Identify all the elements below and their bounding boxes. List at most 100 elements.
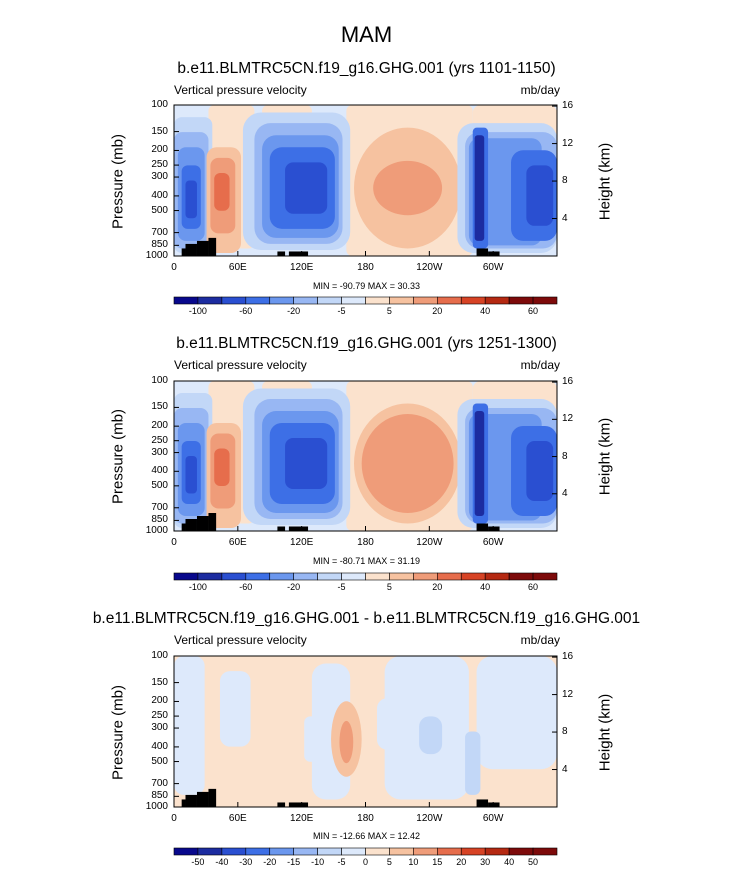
height-tick-label: 8: [562, 450, 568, 462]
topography-block: [196, 240, 209, 256]
colorbar-label: 40: [480, 582, 491, 592]
colorbar-label: -5: [337, 306, 346, 316]
colorbar-label: -5: [337, 582, 346, 592]
colorbar-label: 10: [408, 857, 419, 867]
topography-block: [208, 237, 217, 256]
colorbar-box: [508, 296, 534, 305]
colorbar-box: [437, 847, 462, 856]
colorbar-label: 15: [432, 857, 443, 867]
colorbar-box: [484, 296, 510, 305]
x-tick-label: 60W: [482, 537, 504, 548]
colorbar-label: 5: [386, 857, 392, 867]
colorbar-box: [221, 572, 247, 581]
colorbar-label: 0: [362, 857, 368, 867]
pressure-tick-label: 700: [151, 226, 168, 238]
pressure-tick-label: 200: [151, 695, 168, 707]
colorbar-box: [293, 296, 318, 305]
colorbar-box: [365, 572, 390, 581]
x-tick-label: 180: [357, 537, 374, 548]
contour-region-pos: [339, 720, 354, 764]
colorbar-box: [341, 847, 366, 856]
colorbar-label: -10: [311, 857, 325, 867]
colorbar-box: [532, 296, 558, 305]
colorbar-box: [221, 847, 247, 856]
height-tick-label: 4: [562, 487, 568, 499]
colorbar-label: -60: [239, 582, 253, 592]
colorbar-box: [508, 847, 534, 856]
colorbar-label: 5: [386, 306, 392, 316]
topography-block: [288, 802, 309, 807]
colorbar-box: [269, 296, 294, 305]
contour-region-pos: [361, 414, 454, 513]
pressure-tick-label: 150: [151, 676, 168, 688]
colorbar-label: -20: [287, 306, 301, 316]
contour-region-neg: [526, 165, 554, 226]
topography-block: [181, 248, 186, 256]
colorbar-box: [365, 847, 390, 856]
x-tick-label: 0: [171, 262, 177, 273]
min-max-label: MIN = -90.79 MAX = 30.33: [312, 281, 421, 291]
colorbar-label: 5: [386, 582, 392, 592]
contour-region-neg: [476, 656, 557, 770]
x-tick-label: 60W: [482, 813, 504, 824]
colorbar-box: [484, 572, 510, 581]
pressure-tick-label: 850: [151, 239, 168, 251]
colorbar-box: [532, 572, 558, 581]
colorbar-box: [389, 847, 414, 856]
topography-block: [277, 526, 286, 531]
colorbar-box: [317, 847, 342, 856]
colorbar-label: -20: [287, 582, 301, 592]
colorbar-label: 20: [432, 306, 443, 316]
topography-block: [196, 516, 209, 531]
pressure-tick-label: 100: [151, 99, 168, 110]
figure-title: MAM: [340, 22, 393, 47]
pressure-tick-label: 150: [151, 401, 168, 413]
colorbar-label: -100: [188, 306, 207, 316]
x-tick-label: 60E: [228, 537, 247, 548]
x-tick-label: 180: [357, 262, 374, 273]
topography-block: [488, 802, 500, 807]
left-string: Vertical pressure velocity: [174, 358, 307, 372]
pressure-tick-label: 400: [151, 465, 168, 477]
pressure-tick-label: 250: [151, 434, 168, 446]
colorbar-box: [437, 572, 462, 581]
colorbar-label: 60: [528, 306, 539, 316]
colorbar-box: [197, 296, 223, 305]
colorbar-box: [508, 572, 534, 581]
colorbar-box: [437, 296, 462, 305]
units-label: mb/day: [520, 358, 560, 372]
topography-block: [476, 523, 489, 531]
contour-region-neg: [304, 716, 320, 762]
colorbar-label: -100: [188, 582, 207, 592]
colorbar-label: 60: [528, 582, 539, 592]
pressure-tick-label: 1000: [145, 525, 168, 536]
topography-block: [476, 248, 489, 256]
contour-region-neg: [465, 731, 481, 795]
pressure-tick-label: 300: [151, 171, 168, 183]
height-tick-label: 16: [562, 651, 574, 663]
topography-block: [288, 526, 309, 531]
pressure-tick-label: 200: [151, 144, 168, 156]
topography-block: [208, 513, 217, 531]
colorbar-label: -30: [239, 857, 253, 867]
height-tick-label: 16: [562, 376, 574, 388]
pressure-tick-label: 300: [151, 446, 168, 458]
topography-block: [288, 251, 309, 256]
colorbar-box: [413, 572, 438, 581]
colorbar-box: [317, 296, 342, 305]
pressure-tick-label: 850: [151, 514, 168, 526]
colorbar-box: [269, 572, 294, 581]
colorbar-box: [245, 847, 271, 856]
colorbar-label: -40: [215, 857, 229, 867]
pressure-tick-label: 250: [151, 710, 168, 722]
colorbar-label: -60: [239, 306, 253, 316]
colorbar-box: [269, 847, 294, 856]
left-string: Vertical pressure velocity: [174, 633, 307, 647]
pressure-tick-label: 500: [151, 204, 168, 216]
colorbar-box: [460, 572, 486, 581]
colorbar-box: [245, 296, 271, 305]
pressure-tick-label: 700: [151, 777, 168, 789]
x-tick-label: 120E: [289, 262, 314, 273]
height-tick-label: 8: [562, 726, 568, 738]
height-tick-label: 12: [562, 413, 574, 425]
